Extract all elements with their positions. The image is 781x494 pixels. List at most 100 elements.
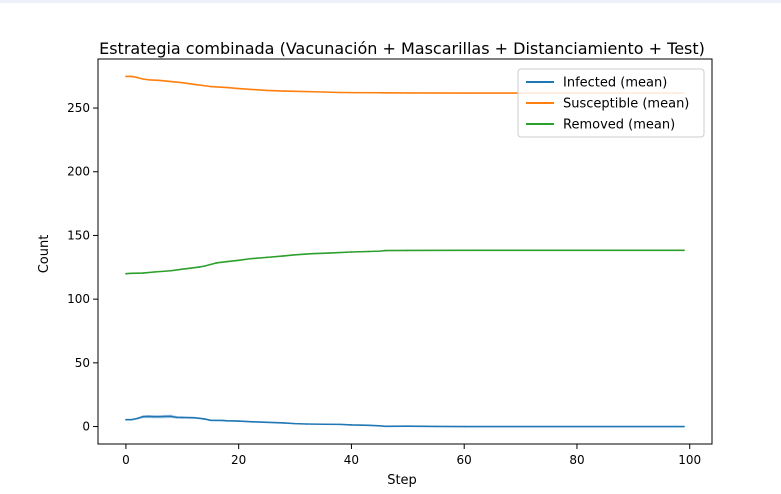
- y-tick-label-100: 100: [67, 292, 90, 306]
- series-2-point-0: [125, 272, 127, 275]
- series-1-point-13: [282, 90, 285, 92]
- series-0-point-30: [435, 425, 437, 428]
- series-2-line: [125, 249, 685, 275]
- series-1-line: [125, 75, 685, 94]
- series-0-point-8: [170, 415, 172, 418]
- series-0-point-5: [153, 415, 155, 418]
- series-1-point-4: [147, 78, 150, 81]
- series-0-point-4: [147, 415, 150, 418]
- series-2-point-5: [181, 268, 184, 271]
- series-0-point-23: [322, 423, 325, 426]
- series-0-point-29: [407, 425, 409, 427]
- series-1-point-2: [136, 76, 138, 79]
- series-0-point-20: [282, 422, 285, 424]
- series-2-point-20: [384, 249, 387, 252]
- series-0-point-1: [130, 418, 133, 421]
- series-1-point-12: [266, 89, 268, 92]
- series-0-point-15: [220, 419, 223, 422]
- plot-area: [125, 75, 685, 428]
- series-2-point-21: [407, 249, 409, 252]
- legend-label-1: Susceptible (mean): [563, 97, 689, 112]
- series-2-point-3: [153, 271, 155, 273]
- series-0-point-31: [463, 425, 466, 428]
- series-0-point-12: [198, 417, 201, 420]
- series-2-point-12: [266, 256, 268, 259]
- series-0-point-22: [305, 423, 308, 425]
- y-axis-label: Count: [37, 235, 52, 274]
- series-0-point-25: [350, 424, 353, 426]
- series-1-point-3: [142, 78, 144, 80]
- legend-label-2: Removed (mean): [563, 118, 675, 133]
- series-1-point-5: [158, 79, 161, 82]
- series-2-point-4: [170, 269, 172, 272]
- window-top-strip: [0, 0, 781, 3]
- y-tick-label-150: 150: [67, 228, 90, 242]
- series-2-point-1: [130, 272, 133, 275]
- series-2-point-16: [328, 252, 330, 254]
- series-2-point-13: [282, 255, 285, 257]
- legend-box: [517, 68, 705, 138]
- series-1-point-10: [226, 86, 229, 89]
- series-0-point-3: [142, 415, 144, 418]
- y-tick-label-250: 250: [67, 101, 90, 115]
- series-lines: [125, 75, 685, 428]
- series-2-point-9: [226, 260, 229, 263]
- series-0-point-2: [136, 417, 138, 420]
- series-2-point-11: [249, 257, 251, 260]
- series-1-point-0: [125, 75, 127, 78]
- series-1-point-18: [378, 91, 381, 94]
- series-0-point-21: [294, 422, 296, 425]
- series-0-point-13: [204, 418, 206, 420]
- series-0-point-11: [192, 416, 195, 419]
- series-2-point-18: [367, 250, 370, 253]
- series-0-point-7: [164, 415, 167, 418]
- series-0-point-6: [158, 415, 161, 418]
- series-1-point-8: [192, 83, 195, 86]
- x-axis-ticks: 0 20 40 60 80 100: [122, 444, 701, 467]
- series-0-point-27: [378, 424, 381, 427]
- series-0-point-16: [226, 420, 229, 422]
- series-2-point-17: [350, 251, 353, 253]
- x-tick-label-20: 20: [231, 453, 246, 467]
- series-1-point-11: [237, 87, 240, 90]
- x-tick-label-80: 80: [569, 453, 584, 467]
- series-2-point-14: [294, 254, 296, 256]
- x-tick-label-100: 100: [678, 453, 701, 467]
- x-tick-label-60: 60: [457, 453, 472, 467]
- series-0-point-14: [209, 419, 212, 422]
- legend: Infected (mean) Susceptible (mean) Removed…: [517, 68, 705, 138]
- series-2-point-10: [237, 259, 240, 262]
- series-2-point-6: [198, 266, 201, 268]
- series-2-point-2: [142, 272, 144, 274]
- series-0-point-17: [237, 420, 240, 422]
- series-0-point-18: [249, 420, 251, 423]
- series-2-point-23: [683, 249, 685, 252]
- series-0-point-24: [339, 423, 341, 426]
- series-0-point-10: [181, 416, 184, 419]
- series-1-point-20: [463, 92, 466, 94]
- series-1-point-16: [339, 91, 341, 94]
- series-0-point-19: [266, 421, 268, 424]
- series-1-point-1: [130, 75, 133, 78]
- series-0-point-28: [384, 425, 387, 428]
- axes-frame: [97, 58, 713, 445]
- series-1-point-15: [322, 91, 325, 93]
- x-tick-label-0: 0: [122, 453, 130, 467]
- y-axis-ticks: 0 50 100 150 200 250: [67, 101, 98, 434]
- series-1-point-6: [170, 80, 172, 83]
- series-1-point-7: [181, 81, 184, 84]
- series-1-point-19: [407, 92, 409, 94]
- series-2-point-15: [311, 252, 313, 255]
- series-0-point-32: [683, 425, 685, 428]
- x-axis-label: Step: [387, 473, 417, 488]
- series-2-point-7: [204, 265, 206, 267]
- series-0-line: [125, 415, 685, 428]
- x-tick-label-40: 40: [344, 453, 359, 467]
- y-tick-label-50: 50: [75, 356, 90, 370]
- series-0-point-9: [175, 416, 178, 419]
- chart-title: Estrategia combinada (Vacunación + Masca…: [99, 39, 705, 58]
- series-0-point-0: [125, 418, 127, 421]
- y-tick-label-0: 0: [82, 420, 90, 434]
- legend-label-0: Infected (mean): [563, 76, 667, 91]
